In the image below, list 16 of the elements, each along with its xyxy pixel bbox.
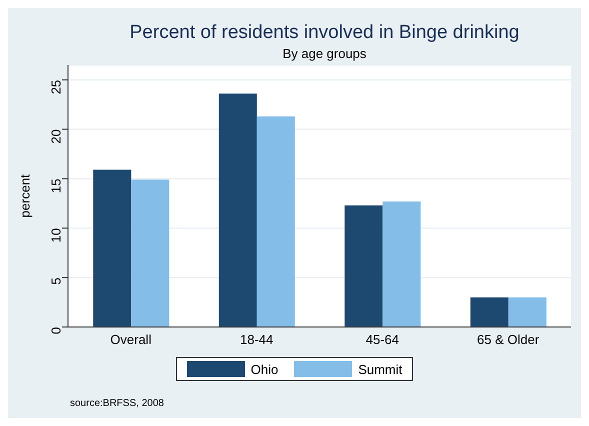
y-tick-label: 25 — [48, 80, 64, 94]
chart-subtitle: By age groups — [282, 45, 368, 61]
source-note: source:BRFSS, 2008 — [70, 398, 164, 409]
chart-title: Percent of residents involved in Binge drinking — [128, 21, 520, 44]
y-axis-title: percent — [18, 174, 33, 218]
y-tick-label: 0 — [48, 327, 64, 334]
x-tick-label: 65 & Older — [477, 332, 540, 348]
y-tick-label: 15 — [48, 178, 64, 194]
x-tick-label: 45-64 — [366, 332, 399, 348]
x-tick-label: Overall — [110, 332, 152, 348]
legend-label: Summit — [358, 362, 402, 376]
y-tick-label: 5 — [48, 278, 64, 285]
y-tick-label: 10 — [48, 228, 64, 243]
x-tick-label: 18-44 — [240, 332, 274, 348]
legend-label: Ohio — [250, 362, 278, 376]
y-tick-label: 20 — [48, 129, 64, 144]
